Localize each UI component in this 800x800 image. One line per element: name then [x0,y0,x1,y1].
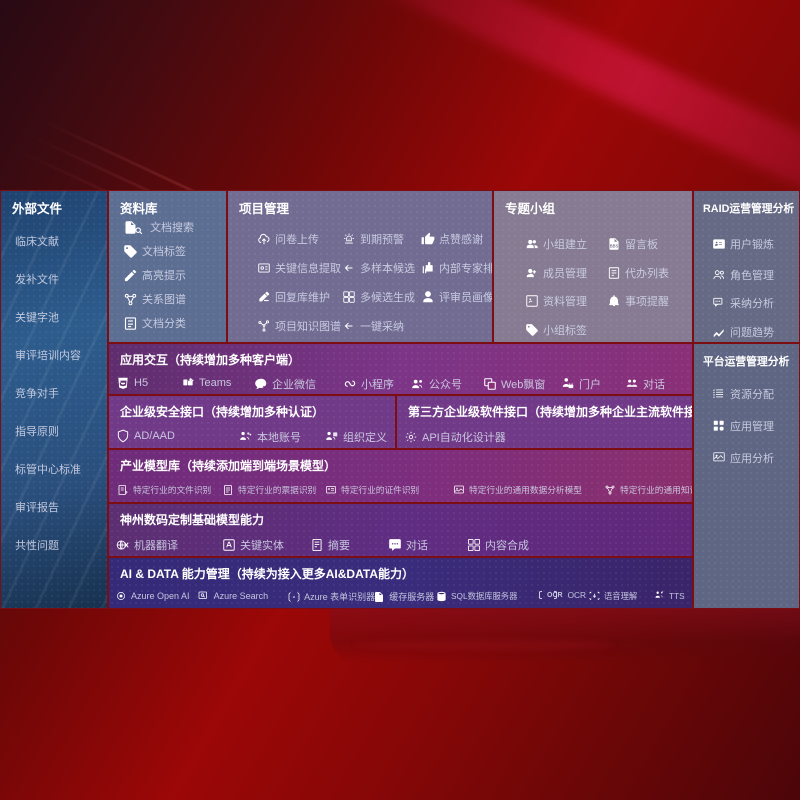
svg-text:BBS: BBS [610,244,619,249]
